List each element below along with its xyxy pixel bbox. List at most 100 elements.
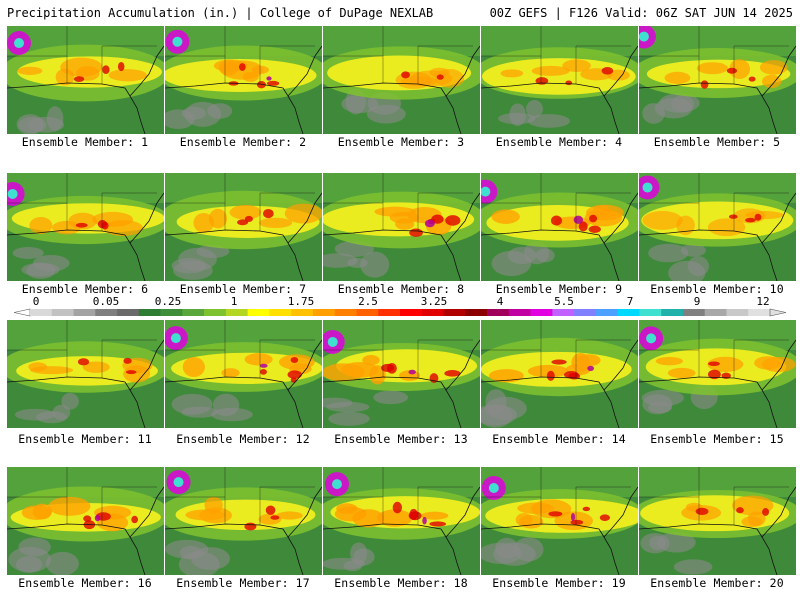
precipitation-field (165, 320, 322, 428)
precipitation-field (323, 26, 480, 134)
precipitation-field (481, 320, 638, 428)
colorbar-swatch (95, 309, 118, 316)
colorbar-swatch (117, 309, 140, 316)
colorbar-tick-label: 0.25 (154, 295, 182, 308)
colorbar-swatch (247, 309, 270, 316)
precipitation-field (7, 26, 164, 134)
colorbar-swatch (378, 309, 401, 316)
ensemble-member-label: Ensemble Member: 5 (653, 135, 781, 149)
ensemble-map-panel (481, 320, 638, 428)
colorbar-swatch (617, 309, 640, 316)
precipitation-field (7, 467, 164, 575)
colorbar-swatch (748, 309, 771, 316)
colorbar-swatch (661, 309, 684, 316)
colorbar-swatch (73, 309, 96, 316)
ensemble-member-label: Ensemble Member: 10 (650, 282, 784, 296)
colorbar-tick-label: 1 (230, 295, 238, 308)
precipitation-field (639, 467, 796, 575)
colorbar-swatch (334, 309, 357, 316)
ensemble-map-panel (165, 173, 322, 281)
colorbar-tick-label: 0 (32, 295, 40, 308)
colorbar-swatch (160, 309, 183, 316)
ensemble-map-panel (323, 467, 480, 575)
colorbar-swatch (30, 309, 53, 316)
ensemble-map-panel (481, 26, 638, 134)
precipitation-field (323, 173, 480, 281)
ensemble-member-label: Ensemble Member: 11 (18, 432, 152, 446)
ensemble-map-panel (165, 320, 322, 428)
ensemble-member-label: Ensemble Member: 2 (179, 135, 307, 149)
colorbar-swatch (726, 309, 749, 316)
ensemble-map-panel (323, 173, 480, 281)
colorbar-swatch (443, 309, 466, 316)
colorbar-swatch (704, 309, 727, 316)
ensemble-map-panel (639, 173, 796, 281)
colorbar-swatch (312, 309, 336, 316)
ensemble-member-label: Ensemble Member: 1 (21, 135, 149, 149)
ensemble-map-panel (165, 467, 322, 575)
colorbar-swatch (51, 309, 74, 316)
ensemble-map-panel (639, 320, 796, 428)
colorbar-tick-label: 3.25 (420, 295, 448, 308)
precipitation-field (165, 173, 322, 281)
precipitation-field (481, 26, 638, 134)
ensemble-map-panel (481, 173, 638, 281)
ensemble-member-label: Ensemble Member: 8 (337, 282, 465, 296)
ensemble-map-panel (7, 26, 164, 134)
ensemble-member-label: Ensemble Member: 3 (337, 135, 465, 149)
colorbar-swatch (552, 309, 575, 316)
colorbar-right-arrow (769, 308, 787, 317)
ensemble-member-label: Ensemble Member: 17 (176, 576, 310, 590)
ensemble-member-label: Ensemble Member: 4 (495, 135, 623, 149)
ensemble-map-panel (481, 467, 638, 575)
ensemble-member-label: Ensemble Member: 12 (176, 432, 310, 446)
ensemble-member-label: Ensemble Member: 20 (650, 576, 784, 590)
ensemble-map-panel (323, 26, 480, 134)
ensemble-member-label: Ensemble Member: 14 (492, 432, 626, 446)
colorbar-tick-label: 9 (693, 295, 701, 308)
colorbar-swatch (595, 309, 618, 316)
ensemble-member-label: Ensemble Member: 18 (334, 576, 468, 590)
colorbar-swatch (530, 309, 553, 316)
model-run-info: 00Z GEFS | F126 Valid: 06Z SAT JUN 14 20… (489, 6, 793, 20)
ensemble-map-panel (7, 173, 164, 281)
colorbar-tick-label: 7 (626, 295, 634, 308)
colorbar-swatch (269, 309, 292, 316)
colorbar-swatch (400, 309, 423, 316)
ensemble-member-label: Ensemble Member: 19 (492, 576, 626, 590)
map-title: Precipitation Accumulation (in.) | Colle… (7, 6, 434, 20)
precipitation-field (7, 320, 164, 428)
colorbar-left-arrow (13, 308, 31, 317)
colorbar-swatch (421, 309, 444, 316)
colorbar-swatch (356, 309, 379, 316)
colorbar-swatch (682, 309, 706, 316)
precipitation-field (639, 320, 796, 428)
precipitation-field (481, 173, 638, 281)
colorbar-swatch (225, 309, 248, 316)
colorbar-swatch (639, 309, 662, 316)
ensemble-member-label: Ensemble Member: 15 (650, 432, 784, 446)
ensemble-map-panel (7, 320, 164, 428)
ensemble-member-label: Ensemble Member: 13 (334, 432, 468, 446)
colorbar-swatch (204, 309, 227, 316)
colorbar-tick-label: 12 (756, 295, 770, 308)
colorbar-swatch (487, 309, 510, 316)
colorbar-swatch (574, 309, 597, 316)
precipitation-field (165, 467, 322, 575)
precipitation-field (323, 320, 480, 428)
precipitation-field (639, 26, 796, 134)
ensemble-member-label: Ensemble Member: 16 (18, 576, 152, 590)
precipitation-field (639, 173, 796, 281)
ensemble-map-panel (639, 26, 796, 134)
colorbar-tick-label: 4 (496, 295, 504, 308)
ensemble-member-label: Ensemble Member: 6 (21, 282, 149, 296)
colorbar-tick-label: 0.05 (92, 295, 120, 308)
colorbar-swatch (465, 309, 488, 316)
ensemble-map-panel (323, 320, 480, 428)
ensemble-map-panel (165, 26, 322, 134)
ensemble-member-label: Ensemble Member: 7 (179, 282, 307, 296)
precipitation-field (323, 467, 480, 575)
colorbar-swatch (138, 309, 161, 316)
colorbar-swatch (508, 309, 531, 316)
precipitation-field (7, 173, 164, 281)
